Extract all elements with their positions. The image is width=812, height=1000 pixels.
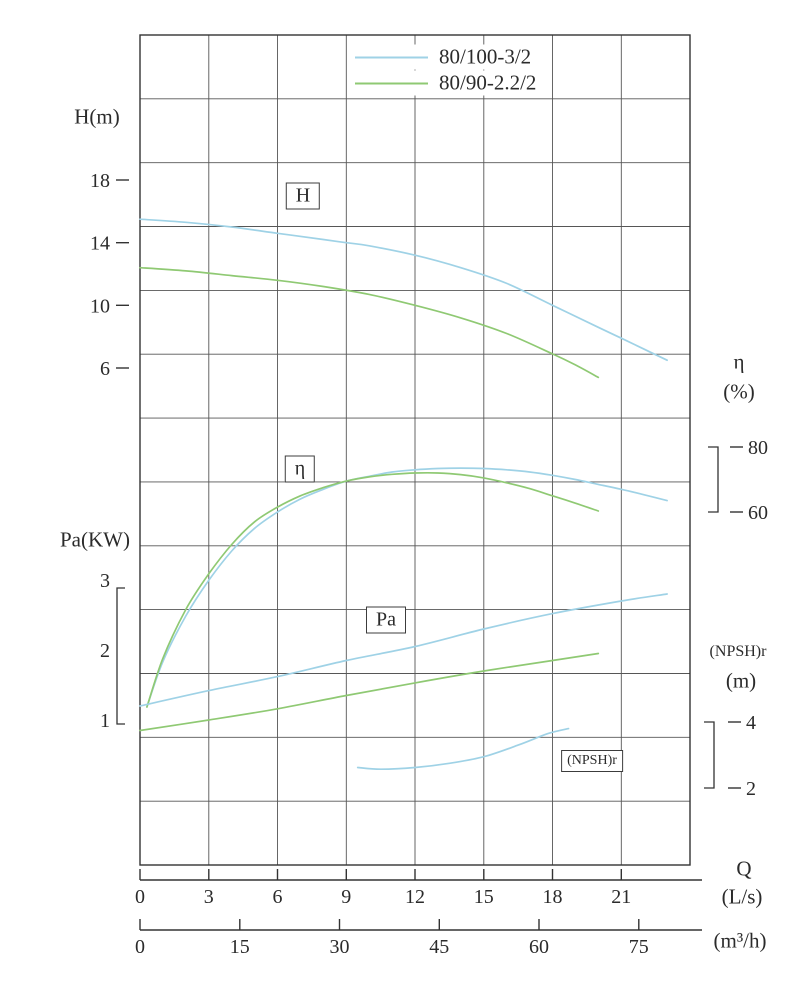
q-axis-unit-ls: (L/s) — [719, 884, 765, 909]
eta-axis-bracket — [708, 446, 719, 513]
h-axis-tick-label: 14 — [90, 233, 110, 255]
npsh-axis-unit: (m) — [723, 668, 759, 693]
eta-axis-title: η — [731, 349, 747, 374]
x-axis-m3h-tick-label: 75 — [629, 936, 649, 958]
q-axis-title: Q — [734, 856, 754, 881]
h-axis-title: H(m) — [72, 104, 122, 129]
pa-axis-bracket — [116, 587, 125, 725]
npsh-curve-label: (NPSH)r — [561, 750, 623, 772]
x-axis-ls-tick-label: 9 — [341, 886, 351, 908]
plot-border — [139, 34, 691, 866]
curve-pa-80-90 — [139, 652, 600, 732]
legend-swatch-80-100-3-2 — [355, 56, 428, 58]
curve-pa-80-100 — [139, 593, 668, 707]
npsh-axis-title: (NPSH)r — [707, 643, 769, 661]
eta-curve-label: η — [284, 455, 316, 483]
h-axis-tick-label: 6 — [100, 358, 110, 380]
curve-eta-80-90 — [146, 471, 600, 708]
pa-axis-tick-label: 3 — [100, 570, 110, 592]
curve-eta-80-100 — [146, 467, 668, 708]
legend-label-80-100-3-2: 80/100-3/2 — [439, 44, 532, 69]
curve-h-80-100 — [139, 218, 668, 362]
legend-label-80-90-2-2-2: 80/90-2.2/2 — [439, 70, 537, 95]
grid-lines — [139, 34, 691, 866]
curve-h-80-90 — [139, 266, 600, 379]
x-axis-ls-tick-label: 21 — [611, 886, 631, 908]
h-axis-tick-label: 18 — [90, 170, 110, 192]
pa-axis-tick-label: 1 — [100, 710, 110, 732]
x-axis-ls-tick-label: 6 — [273, 886, 283, 908]
x-axis-m3h-tick-label: 30 — [330, 936, 350, 958]
h-axis-tick-label: 10 — [90, 295, 110, 317]
eta-axis-tick-label: 80 — [748, 437, 768, 459]
pa-axis-title: Pa(KW) — [58, 527, 132, 552]
npsh-axis-bracket — [704, 721, 715, 789]
h-curve-label: H — [285, 182, 321, 210]
eta-axis-unit: (%) — [721, 379, 757, 404]
x-axis-m3h-tick-label: 60 — [529, 936, 549, 958]
x-axis-m3h-tick-label: 45 — [429, 936, 449, 958]
x-axis-ls-tick-label: 12 — [405, 886, 425, 908]
x-axis-ls-tick-label: 3 — [204, 886, 214, 908]
x-axis-m3h-tick-label: 15 — [230, 936, 250, 958]
pa-curve-label: Pa — [366, 606, 406, 634]
x-axis-ls-tick-label: 0 — [135, 886, 145, 908]
x-axis-ls-tick-label: 18 — [543, 886, 563, 908]
curve-npshr — [356, 727, 570, 771]
eta-axis-tick-label: 60 — [748, 502, 768, 524]
q-axis-unit-m3h: (m³/h) — [711, 928, 769, 953]
npsh-axis-tick-label: 2 — [746, 778, 756, 800]
npsh-axis-tick-label: 4 — [746, 712, 756, 734]
legend-item-80-90-2-2-2: 80/90-2.2/2 — [352, 70, 540, 96]
x-axis-ls-tick-label: 15 — [474, 886, 494, 908]
x-axis-m3h-tick-label: 0 — [135, 936, 145, 958]
pa-axis-tick-label: 2 — [100, 640, 110, 662]
legend-item-80-100-3-2: 80/100-3/2 — [352, 44, 535, 70]
legend-swatch-80-90-2-2-2 — [355, 82, 428, 84]
